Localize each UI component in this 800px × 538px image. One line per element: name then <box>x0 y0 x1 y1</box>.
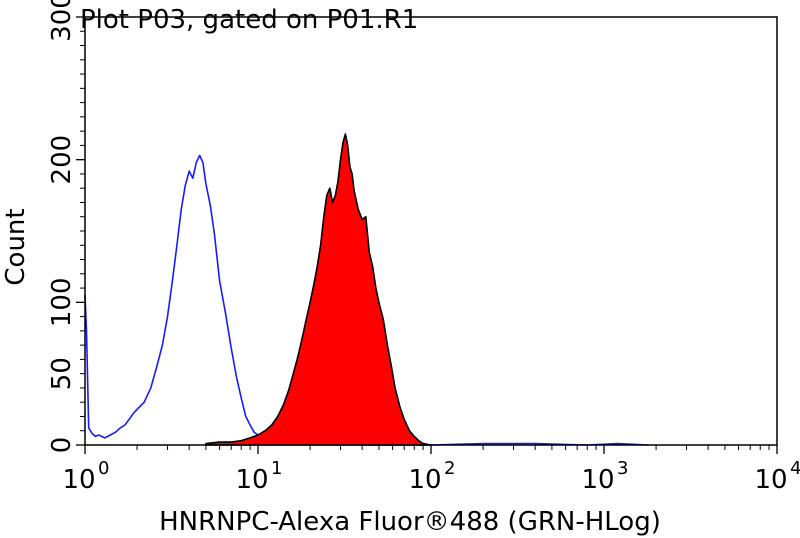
x-tick-label: 10 <box>408 465 441 495</box>
x-tick-label: 10 <box>235 465 268 495</box>
x-tick-exponent: 4 <box>790 458 800 479</box>
x-tick-label: 10 <box>62 465 95 495</box>
chart-title: Plot P03, gated on P01.R1 <box>80 5 418 35</box>
plot-frame <box>84 16 778 446</box>
x-tick-label: 10 <box>581 465 614 495</box>
y-tick-label: 200 <box>47 135 77 185</box>
x-tick-exponent: 0 <box>98 458 109 479</box>
x-tick-exponent: 2 <box>444 458 455 479</box>
y-tick-label: 0 <box>47 437 77 454</box>
y-tick-label: 100 <box>47 278 77 328</box>
y-axis-label: Count <box>1 208 31 285</box>
x-tick-exponent: 3 <box>617 458 628 479</box>
series-layer <box>84 133 649 446</box>
histogram-series-2 <box>205 133 432 446</box>
x-tick-label: 10 <box>754 465 787 495</box>
y-tick-label: 300 <box>47 0 77 42</box>
y-tick-label: 50 <box>47 357 77 390</box>
x-axis-label: HNRNPC-Alexa Fluor®488 (GRN-HLog) <box>159 507 661 537</box>
x-tick-exponent: 1 <box>271 458 282 479</box>
